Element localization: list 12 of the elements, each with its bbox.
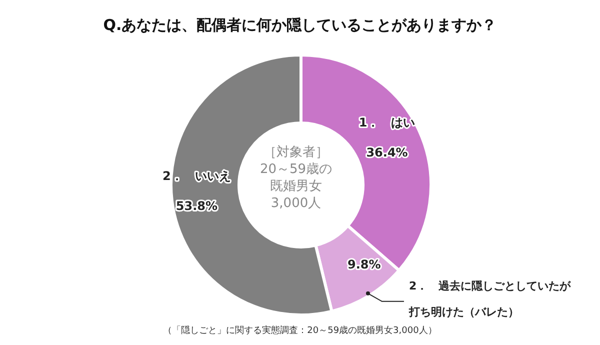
text: ［対象者］: [264, 144, 328, 160]
slice-label: 1． はい: [358, 116, 416, 130]
chart-title: Q.あなたは、配偶者に何か隠していることがありますか？: [103, 16, 497, 34]
data-label: 9.8%: [348, 257, 381, 272]
data-label: 53.8%: [176, 198, 218, 213]
slice-label: 2． いいえ: [162, 168, 231, 183]
data-label: 36.4%: [366, 146, 408, 160]
slice-label: 2． 過去に隠しごとしていたが打ち明けた（バレた）: [408, 279, 572, 318]
text: 既婚男女: [270, 179, 322, 194]
text: 20～59歳の: [260, 162, 332, 177]
text: 3,000人: [270, 196, 322, 211]
text: （「隠しごと」に関する実態調査：20～59歳の既婚男女3,000人）: [163, 325, 437, 336]
